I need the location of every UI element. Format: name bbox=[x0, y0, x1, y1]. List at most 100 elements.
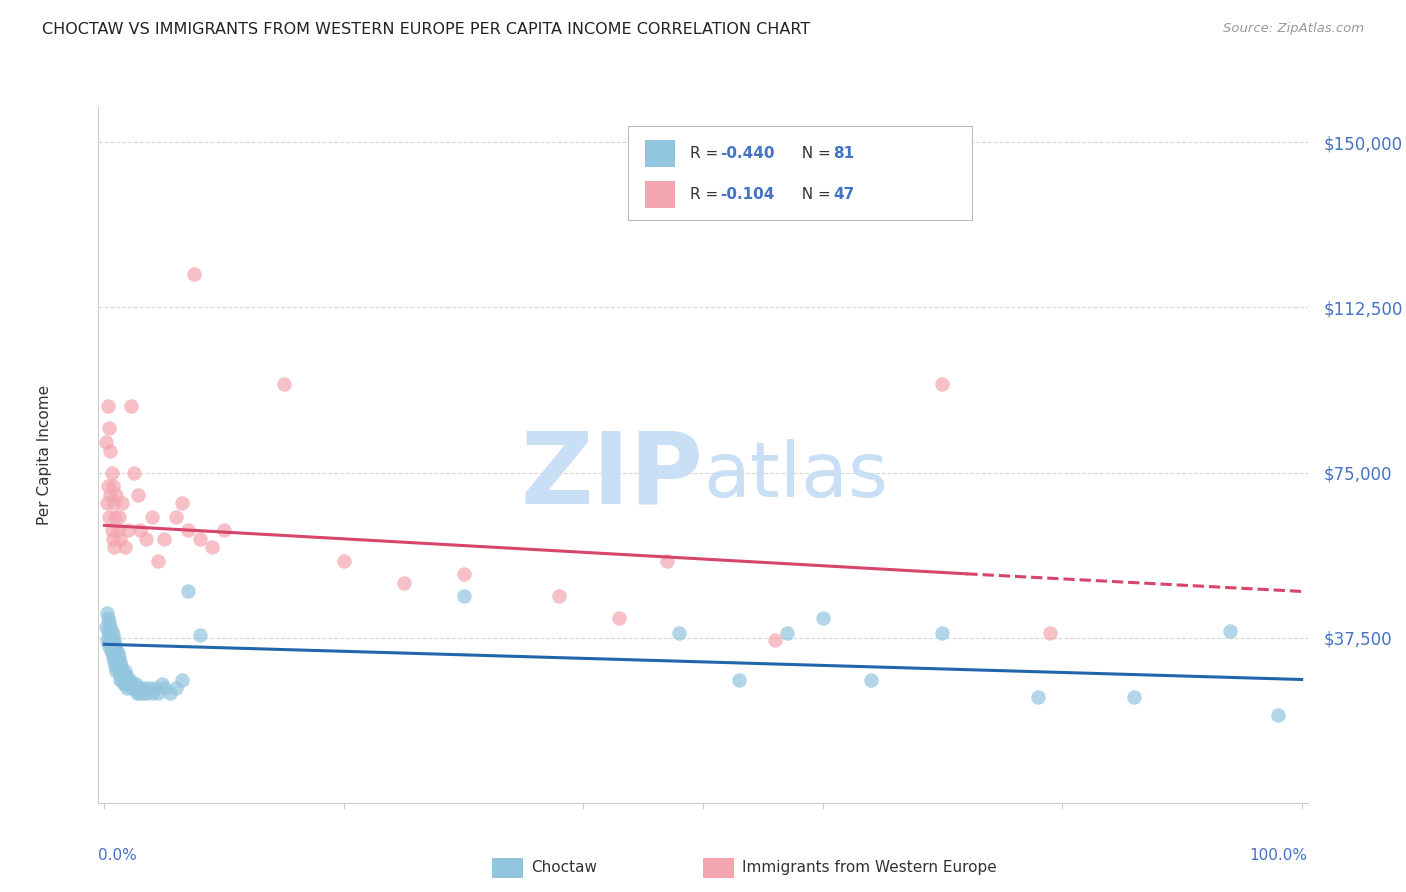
Point bbox=[100, 523, 122, 537]
Point bbox=[143, 681, 166, 696]
Point bbox=[120, 400, 142, 414]
Point bbox=[124, 677, 146, 691]
Point bbox=[112, 668, 135, 682]
Point bbox=[548, 589, 571, 603]
Point bbox=[115, 681, 138, 696]
Point bbox=[153, 532, 176, 546]
Point bbox=[103, 646, 125, 660]
Point bbox=[1267, 707, 1289, 722]
Point bbox=[101, 479, 124, 493]
Point bbox=[1123, 690, 1146, 705]
Text: Source: ZipAtlas.com: Source: ZipAtlas.com bbox=[1223, 22, 1364, 36]
Point bbox=[165, 509, 187, 524]
Point bbox=[111, 496, 134, 510]
Point bbox=[98, 509, 121, 524]
Point bbox=[100, 443, 122, 458]
Point bbox=[100, 487, 122, 501]
Point bbox=[100, 646, 122, 660]
Point bbox=[129, 681, 152, 696]
Point bbox=[148, 553, 170, 567]
Point bbox=[127, 487, 149, 501]
Point bbox=[172, 496, 194, 510]
Point bbox=[117, 523, 139, 537]
Point bbox=[127, 681, 149, 696]
Point bbox=[159, 686, 181, 700]
Point bbox=[115, 668, 138, 682]
Point bbox=[811, 611, 834, 625]
Point bbox=[107, 664, 129, 678]
Point bbox=[115, 673, 138, 687]
Point bbox=[98, 615, 121, 630]
Point bbox=[117, 677, 139, 691]
Point bbox=[392, 575, 415, 590]
Point bbox=[655, 553, 678, 567]
Point bbox=[120, 677, 142, 691]
Point bbox=[100, 466, 122, 480]
Text: 0.0%: 0.0% bbox=[98, 848, 138, 863]
Point bbox=[273, 377, 295, 392]
Point bbox=[188, 532, 211, 546]
Point bbox=[177, 584, 200, 599]
Point bbox=[111, 673, 134, 687]
Point bbox=[177, 523, 200, 537]
Text: N =: N = bbox=[792, 146, 835, 161]
Point bbox=[94, 620, 117, 634]
Point bbox=[107, 509, 129, 524]
Text: N =: N = bbox=[792, 186, 835, 202]
Point bbox=[931, 626, 953, 640]
Point bbox=[97, 611, 120, 625]
Point bbox=[129, 523, 152, 537]
Point bbox=[333, 553, 356, 567]
Point bbox=[103, 496, 125, 510]
Point bbox=[103, 655, 125, 669]
Point bbox=[931, 377, 953, 392]
Text: 47: 47 bbox=[832, 186, 855, 202]
Point bbox=[101, 628, 124, 642]
Point bbox=[122, 677, 145, 691]
Point bbox=[763, 632, 786, 647]
Text: CHOCTAW VS IMMIGRANTS FROM WESTERN EUROPE PER CAPITA INCOME CORRELATION CHART: CHOCTAW VS IMMIGRANTS FROM WESTERN EUROP… bbox=[42, 22, 810, 37]
Point bbox=[607, 611, 630, 625]
Point bbox=[153, 681, 176, 696]
Point bbox=[98, 421, 121, 435]
Point bbox=[108, 668, 131, 682]
Point bbox=[107, 523, 129, 537]
Point bbox=[114, 664, 136, 678]
Point bbox=[97, 624, 120, 638]
Point bbox=[165, 681, 187, 696]
Point bbox=[107, 650, 129, 665]
Point bbox=[112, 677, 135, 691]
Text: 100.0%: 100.0% bbox=[1250, 848, 1308, 863]
Point bbox=[118, 673, 141, 687]
Point bbox=[104, 650, 127, 665]
Point bbox=[668, 626, 690, 640]
Point bbox=[114, 541, 136, 555]
Point bbox=[101, 650, 124, 665]
Point bbox=[111, 664, 134, 678]
Point bbox=[132, 681, 155, 696]
Text: -0.104: -0.104 bbox=[720, 186, 775, 202]
Point bbox=[97, 479, 120, 493]
Text: ZIP: ZIP bbox=[520, 427, 703, 524]
Point bbox=[96, 632, 118, 647]
Point bbox=[105, 664, 128, 678]
Point bbox=[105, 641, 128, 656]
Point bbox=[94, 434, 117, 449]
Point bbox=[100, 620, 122, 634]
Point bbox=[135, 532, 157, 546]
Point bbox=[105, 655, 128, 669]
Point bbox=[110, 668, 132, 682]
Point bbox=[141, 509, 163, 524]
Point bbox=[201, 541, 224, 555]
Point bbox=[124, 681, 146, 696]
Point bbox=[183, 268, 205, 282]
Point bbox=[125, 686, 148, 700]
Point bbox=[138, 681, 160, 696]
Point bbox=[101, 532, 124, 546]
Point bbox=[859, 673, 882, 687]
Point bbox=[124, 466, 146, 480]
Text: -0.440: -0.440 bbox=[720, 146, 775, 161]
Point bbox=[100, 637, 122, 651]
Point bbox=[110, 659, 132, 673]
Point bbox=[96, 607, 118, 621]
